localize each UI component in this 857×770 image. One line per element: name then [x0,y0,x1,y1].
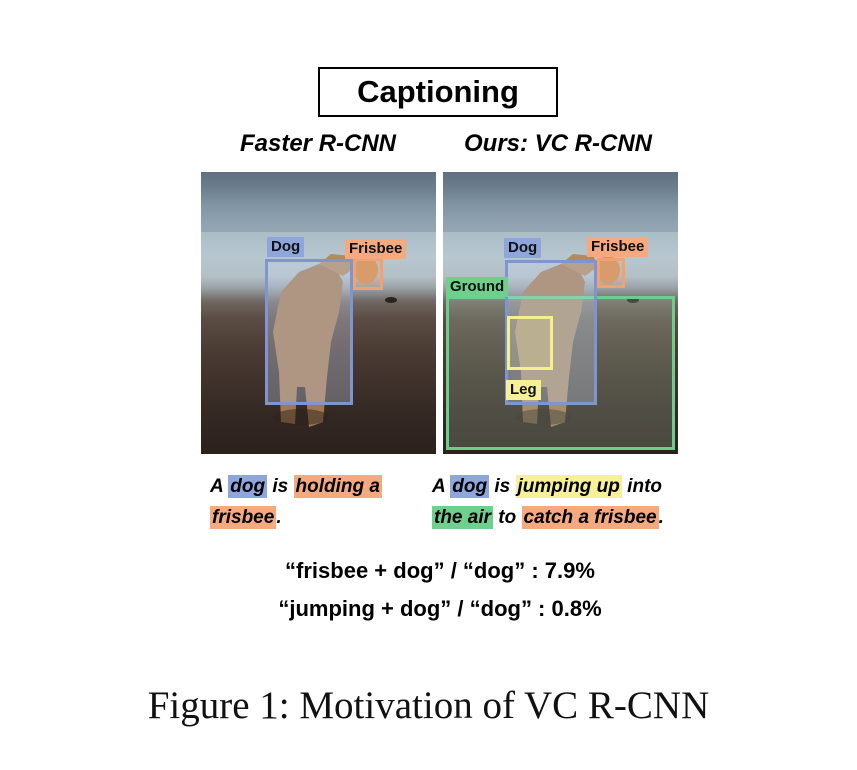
panel-title-vc-rcnn: Ours: VC R-CNN [463,130,652,157]
caption-highlight-dog: dog [228,475,268,498]
frisbee-tag: Frisbee [345,239,407,259]
stat-frisbee-dog: “frisbee + dog” / “dog” : 7.9% [285,558,595,583]
caption-segment: is [489,476,516,497]
stat-jumping-dog: “jumping + dog” / “dog” : 0.8% [278,596,602,621]
caption-segment: . [276,507,282,528]
figure-caption: Figure 1: Motivation of VC R-CNN [147,684,710,727]
caption-highlight-dog: dog [450,475,490,498]
caption-segment: A [210,476,229,497]
frisbee-bounding-box [597,258,625,288]
frisbee-tag: Frisbee [587,237,649,257]
dog-photo-illustration [443,172,678,427]
captioning-title-box: Captioning [318,67,558,117]
caption-highlight-air: the air [432,506,494,529]
ground-tag: Ground [446,277,509,297]
dog-bounding-box [265,259,353,405]
frisbee-bounding-box [353,258,383,290]
caption-highlight-jumping: jumping up [515,475,622,498]
caption-segment: to [493,507,522,528]
photo-vc-rcnn: Dog Frisbee Ground Leg [443,172,678,454]
caption-segment: . [658,507,664,528]
caption-faster-rcnn: A dog is holding a frisbee. [210,471,440,533]
leg-bounding-box [507,316,553,370]
dog-tag: Dog [267,237,305,257]
caption-highlight-frisbee: frisbee [210,506,277,529]
caption-segment: A [432,476,451,497]
ground-bounding-box [446,296,675,450]
dog-tag: Dog [504,238,542,258]
caption-highlight-catch: catch a frisbee [521,506,659,529]
dog-photo-illustration [201,172,436,427]
leg-tag: Leg [506,380,541,400]
photo-faster-rcnn: Dog Frisbee [201,172,436,454]
caption-vc-rcnn: A dog is jumping up into the air to catc… [432,471,702,533]
caption-segment: is [267,476,294,497]
caption-highlight-holding: holding a [293,475,382,498]
caption-segment: into [621,476,663,497]
panel-title-faster-rcnn: Faster R-CNN [239,130,397,157]
